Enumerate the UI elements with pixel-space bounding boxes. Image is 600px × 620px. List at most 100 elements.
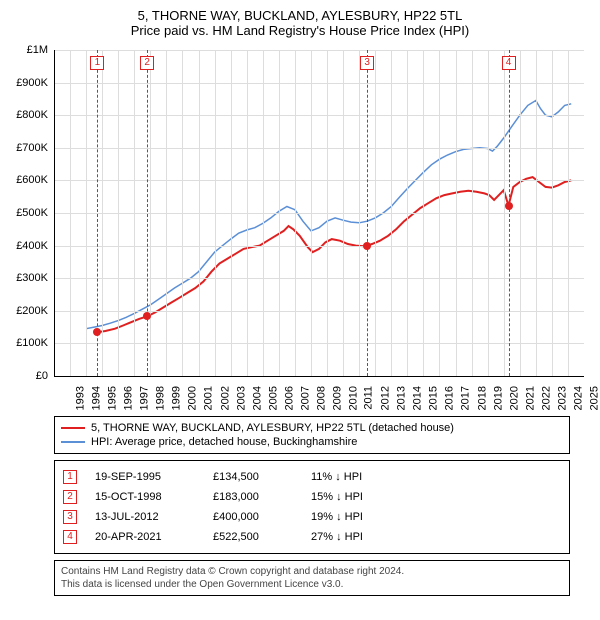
sale-date: 20-APR-2021 [95,531,195,543]
gridline-v [150,50,151,376]
footer-line-1: Contains HM Land Registry data © Crown c… [61,565,563,578]
x-tick-label: 1998 [155,386,167,410]
legend-swatch [61,427,85,429]
sale-delta: 11% ↓ HPI [311,471,401,483]
x-tick-label: 2011 [363,386,375,410]
x-tick-label: 2006 [283,386,295,410]
gridline-v [118,50,119,376]
chart-subtitle: Price paid vs. HM Land Registry's House … [0,23,600,42]
sale-row: 1 19-SEP-1995 £134,500 11% ↓ HPI [63,467,561,487]
sale-row: 4 20-APR-2021 £522,500 27% ↓ HPI [63,527,561,547]
x-tick-label: 2023 [556,386,568,410]
x-tick-label: 2013 [396,386,408,410]
sale-row-marker: 4 [63,530,77,544]
sale-price: £134,500 [213,471,293,483]
gridline-v [375,50,376,376]
sale-marker-line [97,50,98,376]
gridline-v [343,50,344,376]
x-axis [54,376,584,377]
sale-datapoint [93,328,101,336]
x-tick-label: 2003 [235,386,247,410]
sale-row-marker: 2 [63,490,77,504]
footer-line-2: This data is licensed under the Open Gov… [61,578,563,591]
gridline-v [263,50,264,376]
x-tick-label: 2009 [331,386,343,410]
sale-datapoint [143,312,151,320]
gridline-v [295,50,296,376]
x-tick-label: 2017 [460,386,472,410]
gridline-v [472,50,473,376]
x-tick-label: 2024 [572,386,584,410]
sale-marker-line [367,50,368,376]
gridline-v [215,50,216,376]
gridline-v [439,50,440,376]
gridline-v [407,50,408,376]
gridline-v [166,50,167,376]
gridline-v [102,50,103,376]
x-tick-label: 1994 [91,386,103,410]
x-tick-label: 1996 [123,386,135,410]
y-axis [54,50,55,376]
chart-title: 5, THORNE WAY, BUCKLAND, AYLESBURY, HP22… [0,0,600,23]
sale-row-marker: 1 [63,470,77,484]
x-tick-label: 2001 [203,386,215,410]
gridline-v [536,50,537,376]
x-tick-label: 2021 [524,386,536,410]
y-tick-label: £500K [16,207,48,219]
x-tick-label: 2008 [315,386,327,410]
x-tick-label: 1999 [171,386,183,410]
sale-date: 15-OCT-1998 [95,491,195,503]
x-tick-label: 2019 [492,386,504,410]
series-price_paid [97,177,571,332]
gridline-v [279,50,280,376]
x-tick-label: 2015 [428,386,440,410]
legend-item: HPI: Average price, detached house, Buck… [61,435,563,449]
y-tick-label: £700K [16,142,48,154]
sale-date: 19-SEP-1995 [95,471,195,483]
x-tick-label: 2002 [219,386,231,410]
sale-price: £183,000 [213,491,293,503]
sale-price: £400,000 [213,511,293,523]
sale-row: 313-JUL-2012£400,00019% ↓ HPI [63,507,561,527]
sale-marker-line [147,50,148,376]
sale-delta: 27% ↓ HPI [311,531,401,543]
sale-row-marker: 3 [63,510,77,524]
x-tick-label: 1995 [107,386,119,410]
gridline-v [456,50,457,376]
sale-delta: 19% ↓ HPI [311,511,401,523]
sale-datapoint [505,202,513,210]
y-tick-label: £900K [16,77,48,89]
x-tick-label: 2007 [299,386,311,410]
gridline-v [552,50,553,376]
x-tick-label: 2010 [348,386,360,410]
x-tick-label: 2000 [187,386,199,410]
x-tick-label: 2022 [540,386,552,410]
footer-attribution: Contains HM Land Registry data © Crown c… [54,560,570,596]
series-hpi [86,101,571,329]
sales-table: 1 19-SEP-1995 £134,500 11% ↓ HPI 2 15-OCT-199… [54,460,570,554]
x-tick-label: 2005 [267,386,279,410]
sale-delta: 15% ↓ HPI [311,491,401,503]
x-tick-label: 2016 [444,386,456,410]
x-tick-label: 1993 [74,386,86,410]
gridline-v [327,50,328,376]
sale-price: £522,500 [213,531,293,543]
gridline-v [391,50,392,376]
plot-area: 1234 [54,50,584,376]
gridline-v [311,50,312,376]
gridline-v [359,50,360,376]
y-tick-label: £400K [16,240,48,252]
x-tick-label: 1997 [139,386,151,410]
gridline-v [423,50,424,376]
y-tick-label: £100K [16,337,48,349]
gridline-v [520,50,521,376]
legend-label: HPI: Average price, detached house, Buck… [91,436,357,448]
x-tick-label: 2004 [251,386,263,410]
x-tick-label: 2014 [412,386,424,410]
sale-marker-box: 2 [140,56,154,70]
sale-marker-box: 1 [90,56,104,70]
x-tick-label: 2012 [380,386,392,410]
sale-marker-line [509,50,510,376]
legend: 5, THORNE WAY, BUCKLAND, AYLESBURY, HP22… [54,416,570,454]
x-tick-label: 2020 [508,386,520,410]
